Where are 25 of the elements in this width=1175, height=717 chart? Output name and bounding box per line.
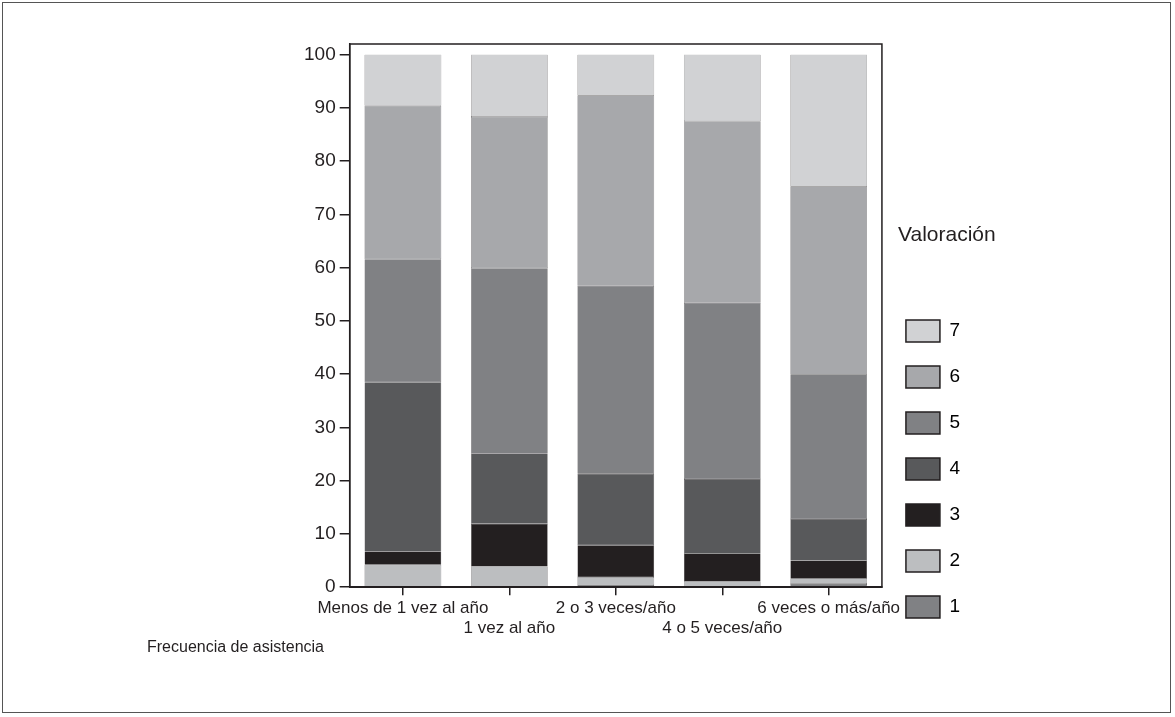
y-tick-label: 40	[314, 362, 336, 384]
y-tick-label: 60	[314, 255, 336, 277]
x-tick-label: 4 o 5 veces/año	[662, 618, 783, 638]
y-tick-label: 70	[314, 202, 336, 224]
legend-title: Valoración	[898, 222, 996, 246]
x-tick-label: 1 vez al año	[463, 618, 556, 638]
x-tick-label: Menos de 1 vez al año	[317, 598, 489, 618]
y-tick-label: 90	[314, 96, 336, 118]
legend-label: 7	[949, 319, 961, 341]
x-tick-label: 6 veces o más/año	[757, 598, 901, 618]
y-tick-label: 10	[314, 522, 336, 544]
legend-label: 5	[949, 411, 961, 433]
legend-label: 6	[949, 365, 961, 387]
legend-label: 2	[949, 549, 961, 571]
legend-label: 1	[949, 595, 961, 617]
y-tick-label: 80	[314, 149, 336, 171]
y-tick-label: 20	[314, 468, 336, 490]
legend-label: 4	[949, 457, 961, 479]
y-tick-label: 0	[325, 575, 336, 597]
x-axis-title: Frecuencia de asistencia	[147, 638, 324, 656]
y-tick-label: 30	[314, 415, 336, 437]
y-tick-label: 100	[304, 42, 336, 64]
y-tick-label: 50	[314, 309, 336, 331]
x-tick-label: 2 o 3 veces/año	[555, 598, 676, 618]
legend-label: 3	[949, 503, 961, 525]
